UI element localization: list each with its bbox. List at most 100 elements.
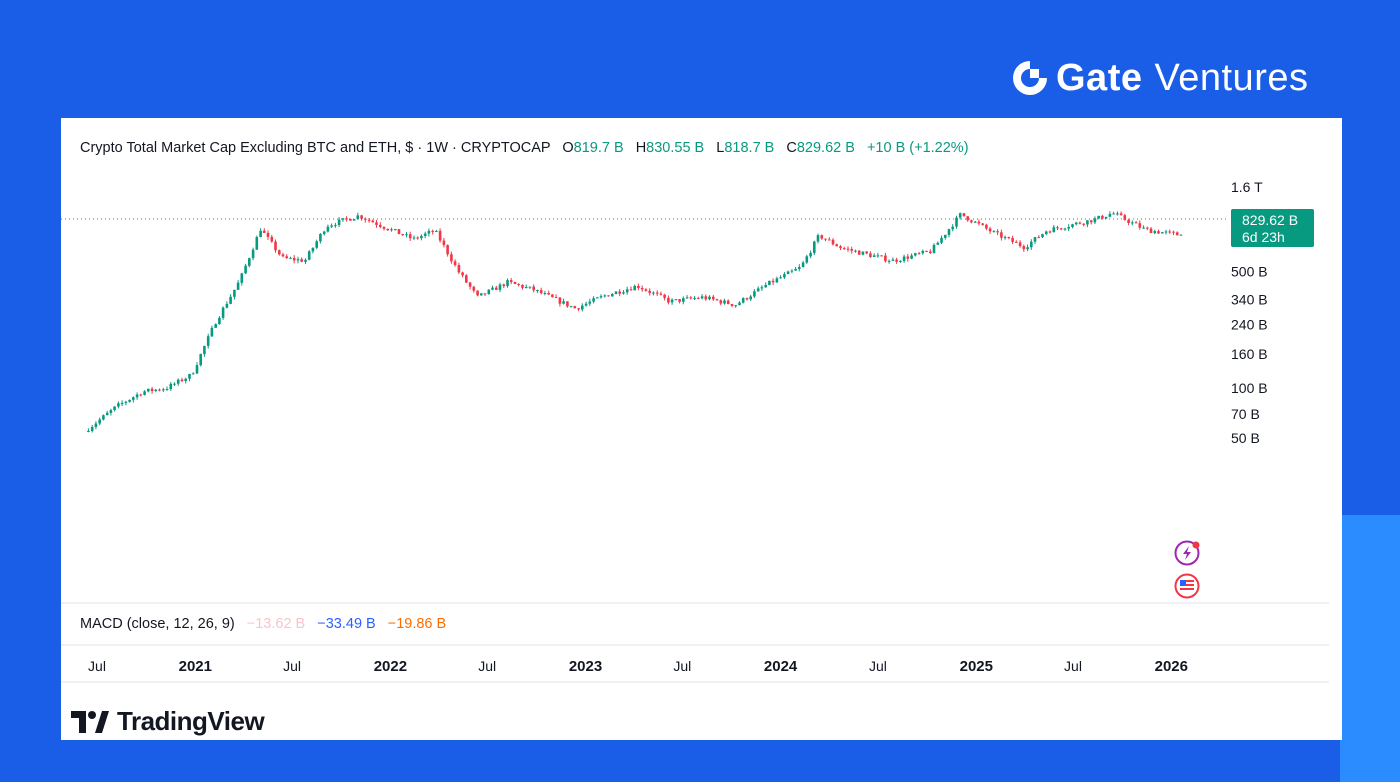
candle-body — [558, 297, 562, 304]
candle-body — [412, 237, 416, 239]
candle-body — [566, 301, 569, 307]
candle-body — [337, 219, 341, 225]
candle-body — [199, 354, 202, 366]
candle-body — [390, 229, 393, 231]
low-value: 818.7 B — [724, 140, 775, 156]
candle-body — [584, 303, 588, 306]
candle-body — [1000, 232, 1003, 238]
time-axis[interactable]: Jul 2021 Jul 2022 Jul 2023 Jul 2024 Jul 2025 Jul 20… — [88, 658, 1188, 675]
candle-body — [1131, 222, 1134, 224]
candle-body — [992, 231, 996, 233]
brand-sub: Ventures — [1154, 56, 1309, 99]
candle-body — [663, 294, 666, 298]
open-label: O — [562, 140, 574, 156]
candle-body — [330, 225, 333, 227]
candle-body — [281, 254, 285, 257]
candle-body — [760, 287, 764, 289]
candle-body — [536, 290, 539, 291]
candle-body — [644, 289, 648, 291]
x-tick-label: Jul — [88, 658, 106, 674]
candle-body — [625, 289, 629, 293]
candle-body — [461, 272, 464, 276]
candle-body — [1026, 247, 1029, 250]
candle-body — [805, 256, 809, 263]
candle-body — [319, 234, 322, 242]
candle-body — [857, 250, 861, 255]
candle-body — [270, 236, 274, 242]
us-flag-icon[interactable] — [1174, 573, 1200, 599]
gate-ventures-logo: Gate Ventures — [1010, 56, 1308, 100]
candle-body — [218, 317, 221, 325]
candle-body — [498, 284, 502, 290]
candle-body — [798, 267, 801, 269]
candles — [87, 211, 1183, 433]
candle-body — [1089, 220, 1093, 223]
candle-body — [914, 253, 917, 256]
candle-body — [1116, 213, 1119, 215]
candle-body — [1112, 213, 1115, 215]
candle-body — [816, 235, 820, 242]
macd-legend: MACD (close, 12, 26, 9) −13.62 B −33.49 … — [80, 616, 446, 632]
candle-body — [932, 244, 936, 254]
candle-body — [981, 223, 984, 225]
candle-body — [738, 302, 741, 306]
candle-body — [592, 298, 595, 302]
candle-body — [1086, 220, 1089, 225]
candle-body — [105, 412, 109, 416]
candle-body — [685, 297, 689, 299]
candle-body — [813, 241, 816, 253]
candle-body — [1119, 213, 1123, 216]
y-tick-label: 1.6 T — [1231, 179, 1263, 195]
candle-body — [326, 226, 330, 232]
x-tick-label: 2025 — [960, 658, 993, 675]
candle-body — [128, 399, 131, 402]
candle-body — [828, 239, 831, 241]
candle-body — [551, 294, 554, 298]
candle-body — [524, 287, 528, 288]
candle-body — [1097, 215, 1100, 219]
candle-body — [547, 293, 550, 295]
macd-title[interactable]: MACD (close, 12, 26, 9) — [80, 616, 235, 632]
candle-body — [1030, 241, 1033, 248]
candle-body — [349, 218, 352, 221]
candle-body — [854, 250, 857, 252]
close-value: 829.62 B — [796, 140, 855, 156]
candle-body — [708, 296, 711, 300]
lightning-alert-icon[interactable] — [1174, 540, 1200, 566]
candle-body — [472, 286, 476, 291]
candle-body — [491, 287, 494, 290]
candle-body — [618, 291, 621, 294]
low-label: L — [716, 140, 725, 156]
candle-body — [588, 301, 592, 304]
candle-body — [509, 280, 513, 282]
candle-body — [745, 298, 749, 300]
candle-body — [906, 256, 910, 259]
symbol-title[interactable]: Crypto Total Market Cap Excluding BTC an… — [80, 140, 551, 156]
candle-body — [611, 294, 614, 297]
candle-body — [940, 237, 943, 243]
candle-body — [94, 423, 98, 427]
candle-body — [768, 280, 771, 285]
candle-body — [614, 291, 618, 295]
macd-signal-value: −19.86 B — [387, 616, 447, 632]
candle-body — [1179, 234, 1183, 236]
candle-body — [944, 234, 947, 238]
candle-body — [756, 288, 760, 292]
candle-body — [562, 301, 565, 304]
candle-body — [771, 280, 775, 283]
candle-body — [925, 250, 928, 252]
candle-body — [480, 293, 483, 296]
candle-body — [379, 224, 382, 227]
candle-body — [1164, 231, 1168, 233]
macd-line-value: −33.49 B — [317, 616, 376, 632]
y-tick-label: 70 B — [1231, 406, 1260, 422]
candle-body — [495, 287, 498, 290]
candle-body — [1003, 237, 1007, 239]
candle-body — [622, 292, 625, 294]
candle-body — [996, 231, 999, 233]
x-tick-label: Jul — [869, 658, 887, 674]
candle-body — [169, 383, 173, 390]
